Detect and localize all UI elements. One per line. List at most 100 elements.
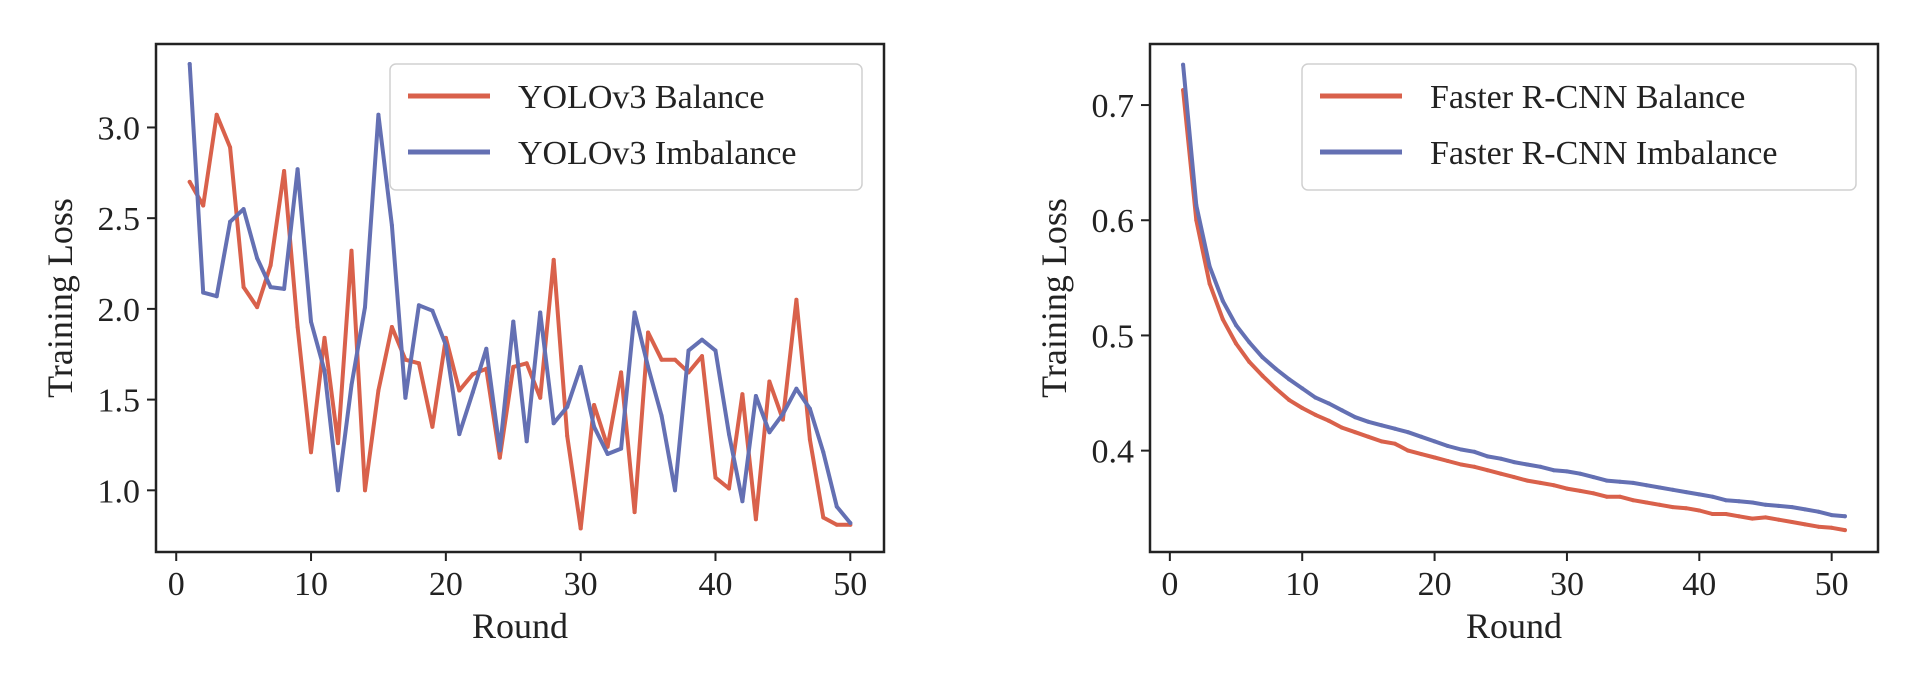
- data-point-yolov3-imbalance: [753, 394, 758, 398]
- x-tick-label: 20: [1418, 566, 1452, 603]
- data-point-yolov3-balance: [349, 248, 354, 253]
- data-point-yolov3-imbalance: [673, 488, 677, 493]
- data-point-yolov3-imbalance: [578, 364, 583, 369]
- data-point-faster-r-cnn-imbalance: [1670, 487, 1675, 492]
- data-point-faster-r-cnn-balance: [1750, 516, 1755, 521]
- data-point-faster-r-cnn-balance: [1234, 341, 1238, 346]
- y-axis-label: Training Loss: [40, 198, 80, 398]
- data-point-faster-r-cnn-balance: [1763, 515, 1768, 520]
- data-point-faster-r-cnn-balance: [1313, 412, 1318, 417]
- x-tick-label: 40: [1682, 566, 1716, 603]
- data-point-faster-r-cnn-balance: [1670, 505, 1675, 510]
- data-point-faster-r-cnn-imbalance: [1472, 449, 1477, 454]
- y-tick-label: 0.6: [1092, 203, 1135, 240]
- data-point-faster-r-cnn-imbalance: [1538, 464, 1543, 469]
- data-point-faster-r-cnn-imbalance: [1657, 485, 1662, 490]
- data-point-faster-r-cnn-balance: [1776, 517, 1781, 522]
- data-point-faster-r-cnn-balance: [1737, 514, 1741, 519]
- data-point-yolov3-balance: [309, 450, 313, 455]
- data-point-yolov3-balance: [659, 357, 664, 362]
- data-point-faster-r-cnn-imbalance: [1181, 62, 1186, 67]
- data-point-yolov3-imbalance: [484, 346, 489, 351]
- data-point-faster-r-cnn-balance: [1631, 498, 1636, 503]
- legend-label-faster-rcnn-balance: Faster R-CNN Balance: [1430, 79, 1745, 116]
- data-point-faster-r-cnn-balance: [1604, 494, 1609, 499]
- y-tick-label: 2.5: [98, 201, 141, 238]
- data-point-yolov3-imbalance: [376, 112, 381, 117]
- data-point-faster-r-cnn-balance: [1326, 418, 1331, 423]
- data-point-faster-r-cnn-imbalance: [1459, 447, 1464, 452]
- data-point-faster-r-cnn-balance: [1617, 494, 1622, 499]
- data-point-yolov3-balance: [282, 169, 287, 173]
- x-tick-label: 30: [564, 566, 598, 603]
- data-point-yolov3-imbalance: [430, 308, 435, 313]
- y-tick-label: 2.0: [98, 292, 141, 329]
- data-point-yolov3-balance: [578, 526, 583, 531]
- data-point-faster-r-cnn-imbalance: [1207, 264, 1212, 269]
- data-point-faster-r-cnn-balance: [1512, 475, 1516, 480]
- data-point-yolov3-balance: [727, 486, 731, 491]
- y-tick-label: 3.0: [98, 110, 141, 147]
- data-point-yolov3-balance: [807, 437, 812, 442]
- data-point-faster-r-cnn-imbalance: [1445, 444, 1450, 448]
- data-point-yolov3-balance: [821, 515, 826, 520]
- data-point-yolov3-imbalance: [821, 450, 826, 455]
- data-point-faster-r-cnn-imbalance: [1551, 468, 1556, 473]
- data-point-faster-r-cnn-balance: [1525, 478, 1530, 483]
- data-point-faster-r-cnn-balance: [1684, 506, 1689, 511]
- data-point-faster-r-cnn-balance: [1842, 528, 1847, 533]
- y-tick-label: 0.4: [1092, 434, 1135, 471]
- ticks-layer: 0 10 20 30 40 50 1.0 1.5 2.0 2.5 3.0: [98, 110, 868, 603]
- data-point-faster-r-cnn-balance: [1657, 502, 1662, 507]
- data-point-faster-r-cnn-imbalance: [1790, 505, 1794, 510]
- y-tick-label: 0.5: [1092, 318, 1135, 355]
- data-point-faster-r-cnn-balance: [1472, 464, 1477, 469]
- data-point-faster-r-cnn-imbalance: [1220, 298, 1225, 303]
- data-point-yolov3-balance: [470, 372, 475, 377]
- data-point-faster-r-cnn-balance: [1339, 425, 1344, 430]
- data-point-faster-r-cnn-imbalance: [1419, 434, 1424, 439]
- x-tick-label: 10: [294, 566, 328, 603]
- legend: YOLOv3 Balance YOLOv3 Imbalance: [389, 63, 863, 191]
- data-point-yolov3-balance: [619, 370, 624, 375]
- data-point-yolov3-imbalance: [767, 430, 772, 435]
- data-point-faster-r-cnn-imbalance: [1604, 478, 1609, 483]
- data-point-yolov3-balance: [511, 364, 516, 369]
- legend: Faster R-CNN Balance Faster R-CNN Imbala…: [1301, 63, 1857, 191]
- data-point-faster-r-cnn-imbalance: [1644, 483, 1649, 488]
- x-tick-label: 50: [833, 566, 867, 603]
- y-axis-label: Training Loss: [1034, 198, 1074, 398]
- data-point-faster-r-cnn-imbalance: [1273, 366, 1278, 371]
- data-point-faster-r-cnn-balance: [1379, 439, 1384, 444]
- data-point-faster-r-cnn-balance: [1710, 512, 1715, 516]
- data-point-faster-r-cnn-imbalance: [1313, 395, 1318, 400]
- data-point-faster-r-cnn-imbalance: [1631, 480, 1636, 485]
- data-point-yolov3-imbalance: [322, 368, 327, 373]
- data-point-yolov3-balance: [295, 325, 300, 329]
- series-yolov3-imbalance: [187, 62, 853, 525]
- legend-box: [389, 63, 863, 191]
- data-point-faster-r-cnn-imbalance: [1750, 500, 1755, 505]
- x-tick-label: 40: [698, 566, 732, 603]
- legend-label-yolov3-balance: YOLOv3 Balance: [518, 79, 764, 116]
- x-axis-label: Round: [472, 606, 568, 646]
- data-point-faster-r-cnn-imbalance: [1353, 415, 1358, 420]
- data-point-yolov3-balance: [753, 517, 758, 522]
- data-point-yolov3-balance: [538, 395, 543, 400]
- data-point-yolov3-imbalance: [565, 404, 570, 409]
- data-point-faster-r-cnn-balance: [1273, 386, 1278, 391]
- data-point-yolov3-balance: [565, 433, 570, 438]
- data-point-yolov3-imbalance: [497, 448, 502, 453]
- data-point-yolov3-balance: [700, 354, 704, 359]
- data-point-faster-r-cnn-balance: [1790, 520, 1794, 524]
- data-point-faster-r-cnn-imbalance: [1194, 203, 1199, 208]
- data-point-yolov3-imbalance: [241, 207, 246, 212]
- data-point-yolov3-balance: [740, 392, 745, 397]
- data-point-faster-r-cnn-balance: [1459, 462, 1464, 467]
- data-point-yolov3-imbalance: [268, 285, 273, 290]
- data-point-faster-r-cnn-balance: [1498, 471, 1503, 476]
- data-point-yolov3-imbalance: [834, 504, 839, 509]
- series-faster-r-cnn-balance: [1181, 88, 1847, 533]
- data-point-faster-r-cnn-imbalance: [1723, 498, 1728, 503]
